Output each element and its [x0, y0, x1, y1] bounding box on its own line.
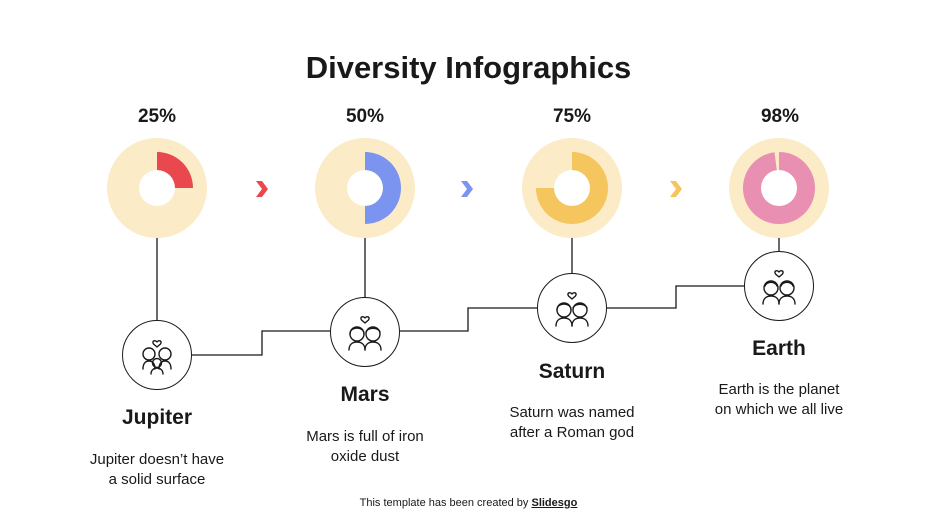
- donut-arc-saturn: [536, 152, 608, 224]
- desc-line: oxide dust: [330, 448, 400, 465]
- node-mars: [330, 297, 400, 367]
- couple-icon: [762, 270, 796, 305]
- node-saturn: [537, 273, 607, 343]
- item-desc-saturn: Saturn was named after a Roman god: [472, 403, 672, 443]
- desc-line: Saturn was named: [509, 404, 635, 421]
- footer-brand-link[interactable]: Slidesgo: [531, 497, 578, 509]
- donut-jupiter: [107, 138, 207, 238]
- item-desc-earth: Earth is the planet on which we all live: [679, 380, 879, 420]
- chevron-right-icon: [256, 181, 268, 197]
- percent-label-jupiter: 25%: [137, 106, 177, 127]
- desc-line: after a Roman god: [509, 424, 635, 441]
- donut-arc-jupiter: [157, 152, 193, 188]
- footer-prefix: This template has been created by: [359, 497, 532, 509]
- item-name-mars: Mars: [340, 383, 390, 406]
- couple-icon: [555, 292, 589, 327]
- item-name-saturn: Saturn: [538, 360, 606, 383]
- donut-earth: [729, 138, 829, 238]
- node-jupiter: [122, 320, 192, 390]
- item-desc-mars: Mars is full of iron oxide dust: [265, 427, 465, 467]
- item-desc-jupiter: Jupiter doesn’t have a solid surface: [57, 450, 257, 490]
- page-title: Diversity Infographics: [305, 50, 632, 85]
- desc-line: on which we all live: [714, 401, 844, 418]
- percent-label-mars: 50%: [345, 106, 385, 127]
- donut-saturn: [522, 138, 622, 238]
- percent-label-earth: 98%: [760, 106, 800, 127]
- family-icon: [142, 340, 172, 375]
- node-earth: [744, 251, 814, 321]
- donut-arc-mars: [365, 152, 401, 224]
- desc-line: Earth is the planet: [718, 381, 840, 398]
- item-name-jupiter: Jupiter: [121, 406, 192, 429]
- donut-arc-earth: [743, 152, 815, 224]
- footer-credit: This template has been created by Slides…: [0, 497, 937, 509]
- item-name-earth: Earth: [752, 337, 806, 360]
- chevron-right-icon: [670, 181, 682, 197]
- chevron-right-icon: [461, 181, 473, 197]
- desc-line: Jupiter doesn’t have: [89, 451, 225, 468]
- desc-line: Mars is full of iron: [306, 428, 424, 445]
- desc-line: a solid surface: [108, 471, 206, 488]
- donut-mars: [315, 138, 415, 238]
- percent-label-saturn: 75%: [552, 106, 592, 127]
- couple-icon: [348, 316, 382, 351]
